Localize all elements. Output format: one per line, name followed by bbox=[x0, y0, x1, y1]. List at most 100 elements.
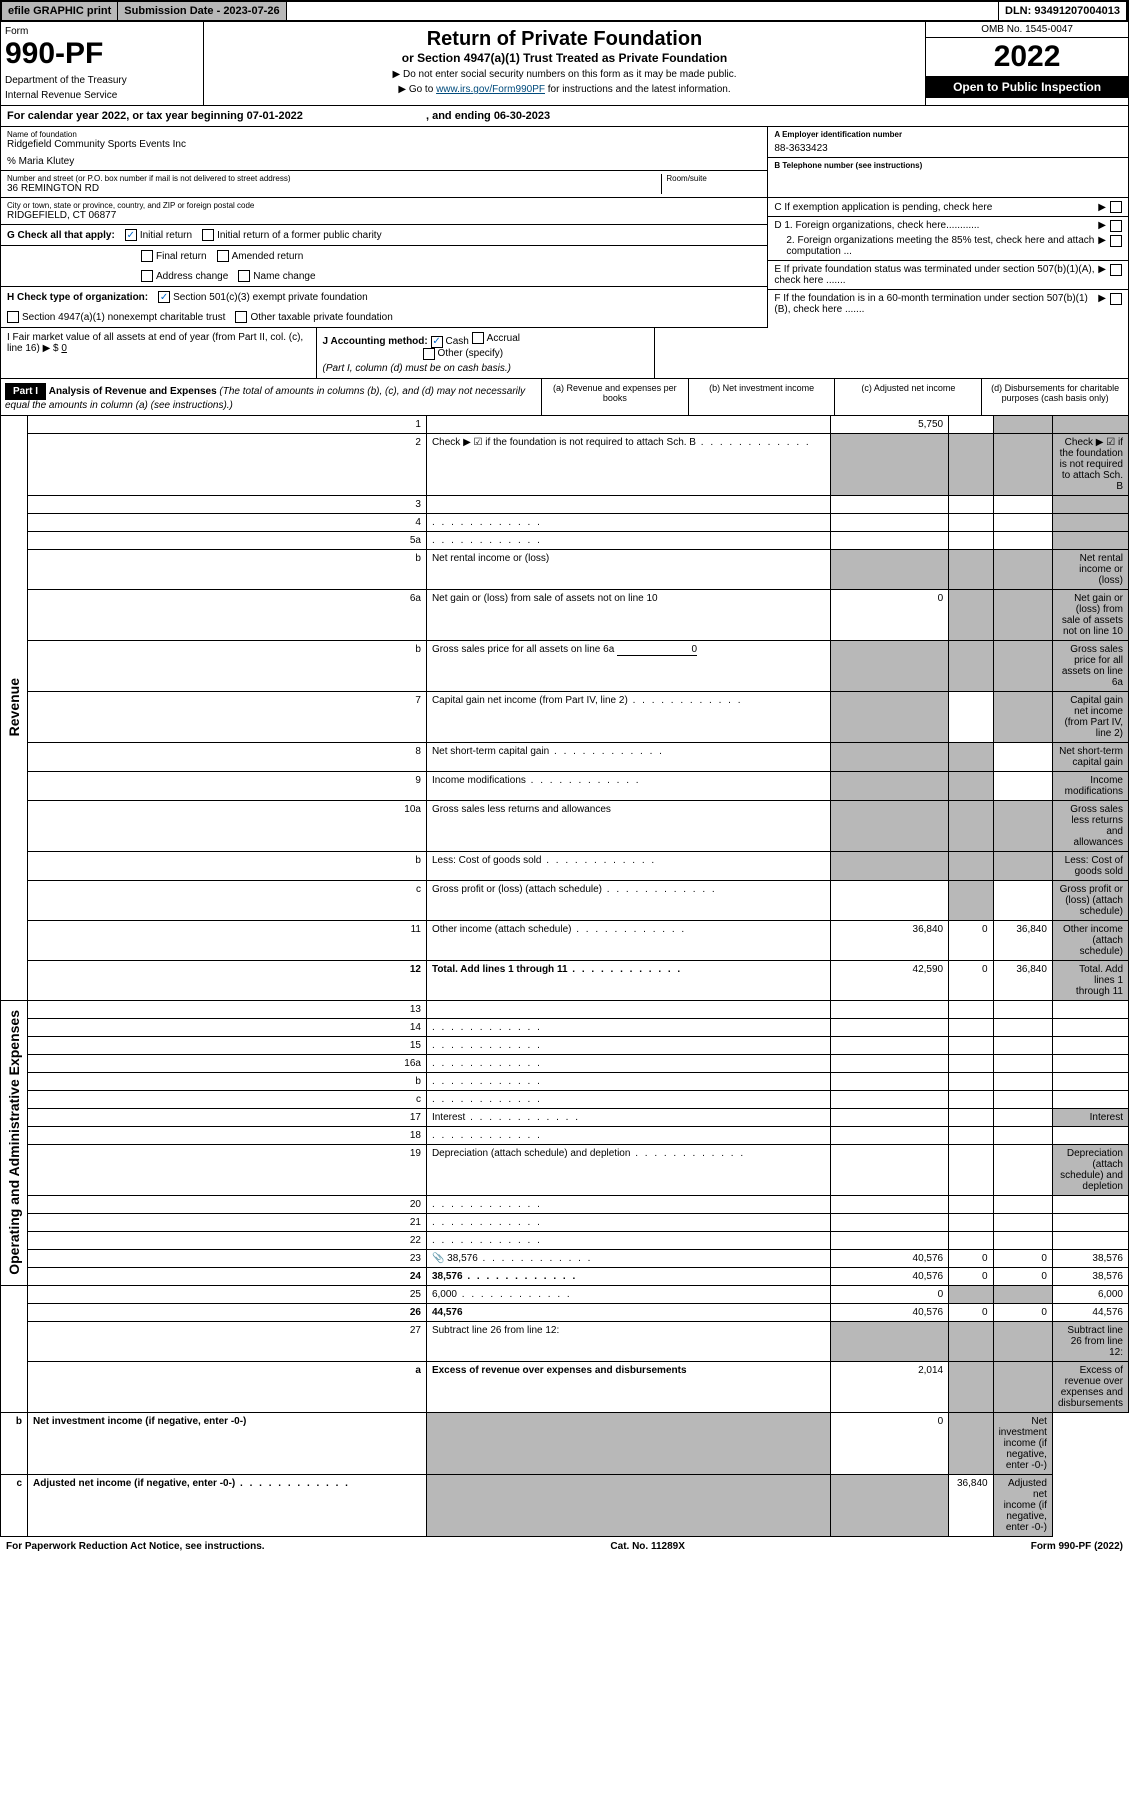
d2-label: 2. Foreign organizations meeting the 85%… bbox=[774, 235, 1098, 257]
form-header: Form 990-PF Department of the Treasury I… bbox=[0, 22, 1129, 106]
value-cell-b bbox=[949, 742, 993, 771]
accrual-label: Accrual bbox=[487, 333, 520, 344]
row-number: 13 bbox=[28, 1000, 427, 1018]
row-number: 19 bbox=[28, 1144, 427, 1195]
bottom-info-row: I Fair market value of all assets at end… bbox=[0, 328, 1129, 379]
value-cell-d: Capital gain net income (from Part IV, l… bbox=[1052, 691, 1128, 742]
value-cell-b bbox=[949, 1321, 993, 1361]
value-cell-a bbox=[830, 1018, 948, 1036]
row-description: Net rental income or (loss) bbox=[426, 549, 830, 589]
value-cell-d: Excess of revenue over expenses and disb… bbox=[1052, 1361, 1128, 1412]
cash-checkbox[interactable]: ✓ bbox=[431, 336, 443, 348]
4947-checkbox[interactable] bbox=[7, 311, 19, 323]
footer-center: Cat. No. 11289X bbox=[610, 1541, 684, 1552]
row-description bbox=[426, 495, 830, 513]
value-cell-d: 6,000 bbox=[1052, 1285, 1128, 1303]
amended-checkbox[interactable] bbox=[217, 250, 229, 262]
form-link[interactable]: www.irs.gov/Form990PF bbox=[436, 84, 545, 95]
row-description bbox=[426, 1054, 830, 1072]
row-number: 4 bbox=[28, 513, 427, 531]
value-cell-d: Gross profit or (loss) (attach schedule) bbox=[1052, 880, 1128, 920]
row-description: Net investment income (if negative, ente… bbox=[28, 1412, 427, 1474]
initial-former-checkbox[interactable] bbox=[202, 229, 214, 241]
table-row: 256,00006,000 bbox=[1, 1285, 1129, 1303]
tax-year: 2022 bbox=[926, 38, 1128, 76]
row-number: 8 bbox=[28, 742, 427, 771]
table-row: 2438,57640,5760038,576 bbox=[1, 1267, 1129, 1285]
section-e: E If private foundation status was termi… bbox=[768, 261, 1128, 290]
row-description: 📎 38,576 bbox=[426, 1249, 830, 1267]
row-description bbox=[426, 513, 830, 531]
table-row: aExcess of revenue over expenses and dis… bbox=[1, 1361, 1129, 1412]
value-cell-b bbox=[949, 1090, 993, 1108]
table-row: bNet investment income (if negative, ent… bbox=[1, 1412, 1129, 1474]
row-description: Excess of revenue over expenses and disb… bbox=[426, 1361, 830, 1412]
f-checkbox[interactable] bbox=[1110, 293, 1122, 305]
row-description bbox=[426, 1000, 830, 1018]
value-cell-c bbox=[993, 416, 1052, 434]
table-row: 5a bbox=[1, 531, 1129, 549]
part1-title: Analysis of Revenue and Expenses bbox=[49, 386, 217, 397]
value-cell-b bbox=[949, 1072, 993, 1090]
value-cell-c bbox=[993, 1321, 1052, 1361]
value-cell-b bbox=[949, 1144, 993, 1195]
row-description: Capital gain net income (from Part IV, l… bbox=[426, 691, 830, 742]
row-number: 24 bbox=[28, 1267, 427, 1285]
name-change-checkbox[interactable] bbox=[238, 270, 250, 282]
e-checkbox[interactable] bbox=[1110, 264, 1122, 276]
table-row: 9Income modificationsIncome modification… bbox=[1, 771, 1129, 800]
ein-label: A Employer identification number bbox=[774, 130, 1122, 139]
501c3-label: Section 501(c)(3) exempt private foundat… bbox=[173, 292, 368, 303]
value-cell-c bbox=[993, 742, 1052, 771]
501c3-checkbox[interactable]: ✓ bbox=[158, 291, 170, 303]
row-number: a bbox=[28, 1361, 427, 1412]
value-cell-d: Adjusted net income (if negative, enter … bbox=[993, 1474, 1052, 1536]
value-cell-a bbox=[830, 640, 948, 691]
f-label: F If the foundation is in a 60-month ter… bbox=[774, 293, 1098, 315]
open-inspection: Open to Public Inspection bbox=[926, 76, 1128, 98]
d2-checkbox[interactable] bbox=[1110, 235, 1122, 247]
row-description bbox=[426, 1018, 830, 1036]
row-description: Net gain or (loss) from sale of assets n… bbox=[426, 589, 830, 640]
value-cell-a bbox=[830, 513, 948, 531]
value-cell-c bbox=[993, 1072, 1052, 1090]
c-checkbox[interactable] bbox=[1110, 201, 1122, 213]
other-specify-checkbox[interactable] bbox=[423, 348, 435, 360]
value-cell-b bbox=[949, 1195, 993, 1213]
tel-label: B Telephone number (see instructions) bbox=[774, 161, 1122, 170]
row-description bbox=[426, 531, 830, 549]
attachment-icon[interactable]: 📎 bbox=[432, 1253, 444, 1264]
row-number: b bbox=[1, 1412, 28, 1474]
value-cell-d bbox=[1052, 416, 1128, 434]
value-cell-b bbox=[949, 549, 993, 589]
row-description bbox=[426, 1126, 830, 1144]
other-tax-checkbox[interactable] bbox=[235, 311, 247, 323]
value-cell-d: Other income (attach schedule) bbox=[1052, 920, 1128, 960]
section-f: F If the foundation is in a 60-month ter… bbox=[768, 290, 1128, 318]
value-cell-c bbox=[993, 1108, 1052, 1126]
value-cell-b bbox=[949, 1036, 993, 1054]
row-description bbox=[426, 1231, 830, 1249]
value-cell-b: 0 bbox=[830, 1412, 948, 1474]
row-number: b bbox=[28, 640, 427, 691]
initial-return-checkbox[interactable]: ✓ bbox=[125, 229, 137, 241]
row-number: 18 bbox=[28, 1126, 427, 1144]
value-cell-c bbox=[993, 1090, 1052, 1108]
col-d-header: (d) Disbursements for charitable purpose… bbox=[982, 379, 1128, 415]
value-cell-a bbox=[830, 771, 948, 800]
d1-label: D 1. Foreign organizations, check here..… bbox=[774, 220, 1098, 232]
addr-change-checkbox[interactable] bbox=[141, 270, 153, 282]
form-label: Form bbox=[5, 26, 199, 37]
initial-former-label: Initial return of a former public charit… bbox=[217, 230, 382, 241]
row-number: 25 bbox=[28, 1285, 427, 1303]
value-cell-b bbox=[949, 1213, 993, 1231]
accrual-checkbox[interactable] bbox=[472, 332, 484, 344]
page-footer: For Paperwork Reduction Act Notice, see … bbox=[0, 1537, 1129, 1556]
final-return-checkbox[interactable] bbox=[141, 250, 153, 262]
part1-label: Part I bbox=[5, 383, 46, 400]
d1-checkbox[interactable] bbox=[1110, 220, 1122, 232]
row-number: 16a bbox=[28, 1054, 427, 1072]
value-cell-c bbox=[993, 589, 1052, 640]
row-number: 3 bbox=[28, 495, 427, 513]
value-cell-b bbox=[949, 771, 993, 800]
